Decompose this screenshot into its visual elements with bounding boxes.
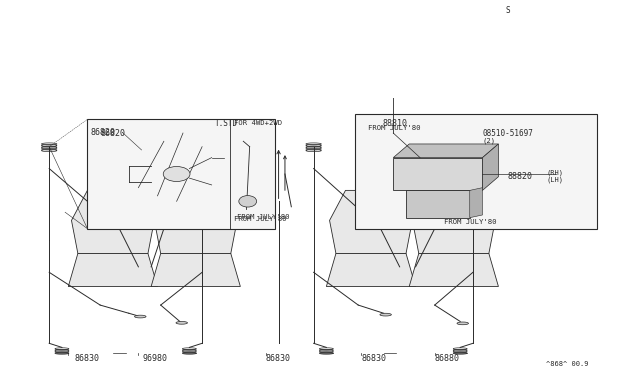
Text: 88820: 88820 [508,172,533,181]
Ellipse shape [457,322,468,325]
Polygon shape [154,190,237,253]
Ellipse shape [239,196,257,207]
Text: 86880: 86880 [435,354,460,363]
Text: FROM JULY'80: FROM JULY'80 [444,219,497,225]
Polygon shape [151,253,241,286]
Text: 88810: 88810 [383,119,408,128]
Text: T.STD: T.STD [215,119,238,128]
Text: 96980: 96980 [143,354,168,363]
Bar [394,158,483,190]
Bar [406,190,470,218]
Text: S: S [506,6,510,15]
Text: 86820: 86820 [91,128,116,137]
Polygon shape [412,190,495,253]
Polygon shape [72,190,154,253]
Text: (RH): (RH) [546,169,563,176]
Ellipse shape [176,321,188,324]
Text: ^868^ 00.9: ^868^ 00.9 [546,361,589,367]
Polygon shape [483,144,499,190]
Polygon shape [330,190,412,253]
Polygon shape [409,253,499,286]
Polygon shape [394,144,499,158]
Text: FROM JULY'80: FROM JULY'80 [237,214,289,221]
Ellipse shape [134,315,146,318]
Polygon shape [326,253,415,286]
Text: (2): (2) [483,138,495,144]
Text: 86820: 86820 [100,129,125,138]
Ellipse shape [163,167,190,182]
Polygon shape [470,187,483,218]
Bar [355,114,597,229]
Text: 86830: 86830 [266,354,291,363]
Text: FROM JULY'80: FROM JULY'80 [234,216,287,222]
Ellipse shape [380,313,392,316]
Text: 08510-51697: 08510-51697 [483,129,533,138]
Polygon shape [68,253,157,286]
Text: (LH): (LH) [546,176,563,183]
Text: FOR 4WD+2WD: FOR 4WD+2WD [234,121,282,126]
Bar [88,119,275,229]
Text: FROM JULY'80: FROM JULY'80 [368,125,420,131]
Text: 86830: 86830 [75,354,100,363]
Text: 86830: 86830 [362,354,387,363]
